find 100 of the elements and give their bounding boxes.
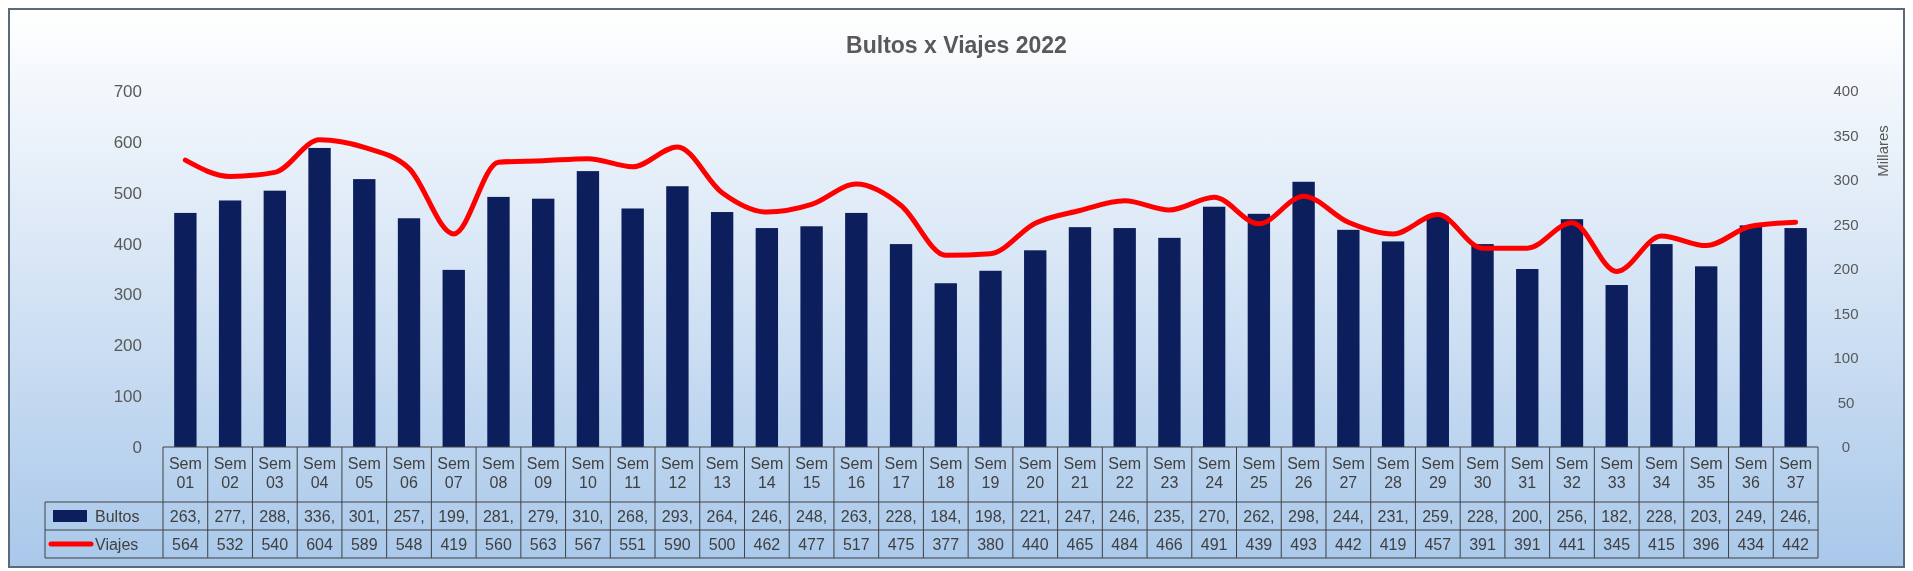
x-tick-label: Sem 26 <box>1287 455 1321 491</box>
data-label: 263, <box>840 507 872 525</box>
x-tick-label: Sem 21 <box>1063 455 1097 491</box>
data-label: 235, <box>1153 507 1185 525</box>
data-label: 462 <box>753 535 781 553</box>
data-label: 228, <box>1466 507 1499 525</box>
data-label: 259, <box>1422 507 1454 525</box>
data-label: 564 <box>172 535 199 553</box>
data-label: 270, <box>1198 507 1230 525</box>
data-label: 391 <box>1513 535 1541 553</box>
x-tick-label: Sem 09 <box>526 455 560 491</box>
data-label: 203, <box>1690 507 1722 525</box>
data-label: 256, <box>1556 507 1588 525</box>
x-tick-label: Sem 32 <box>1555 455 1589 491</box>
data-label: 517 <box>842 535 870 553</box>
data-label: 590 <box>664 535 691 553</box>
data-label: 249, <box>1735 507 1767 525</box>
data-label: 415 <box>1648 535 1675 553</box>
data-label: 548 <box>395 535 423 553</box>
data-label: 500 <box>708 535 736 553</box>
data-label: 298, <box>1288 507 1320 525</box>
data-label: 391 <box>1469 535 1496 553</box>
data-label: 184, <box>930 507 962 525</box>
x-tick-label: Sem 15 <box>795 455 829 491</box>
x-tick-label: Sem 20 <box>1018 455 1052 491</box>
data-label: 336, <box>303 507 336 525</box>
data-label: 231, <box>1377 507 1409 525</box>
x-tick-label: Sem 24 <box>1197 455 1231 491</box>
data-label: 268, <box>617 507 649 525</box>
x-tick-label: Sem 35 <box>1689 455 1723 491</box>
data-label: 465 <box>1066 535 1094 553</box>
data-label: 228, <box>1645 507 1678 525</box>
chart-title: Bultos x Viajes 2022 <box>846 32 1067 58</box>
y-tick-label: 500 <box>113 183 142 203</box>
data-label: 182, <box>1601 507 1633 525</box>
data-label: 200, <box>1511 507 1543 525</box>
data-label: 563 <box>529 535 557 553</box>
y2-tick-label: 0 <box>1841 438 1851 456</box>
data-label: 288, <box>259 507 291 525</box>
y-tick-label: 300 <box>113 285 142 305</box>
data-label: 262, <box>1243 507 1275 525</box>
data-label: 532 <box>216 535 244 553</box>
data-label: 263, <box>169 507 201 525</box>
data-label: 589 <box>350 535 378 553</box>
data-label: 345 <box>1603 535 1631 553</box>
data-label: 442 <box>1782 535 1810 553</box>
data-label: 244, <box>1332 507 1364 525</box>
data-label: 442 <box>1334 535 1362 553</box>
x-tick-label: Sem 18 <box>929 455 963 491</box>
data-label: 551 <box>619 535 647 553</box>
y-tick-label: 0 <box>132 437 142 457</box>
legend-label: Bultos <box>95 507 140 525</box>
y2-axis-title: Millares <box>1874 125 1891 177</box>
y-tick-label: 100 <box>113 387 142 407</box>
data-label: 281, <box>482 507 515 525</box>
data-label: 246, <box>1780 507 1812 525</box>
data-label: 246, <box>1109 507 1141 525</box>
data-label: 257, <box>393 507 425 525</box>
x-tick-label: Sem 30 <box>1466 455 1499 491</box>
data-label: 491 <box>1200 535 1228 553</box>
data-label: 377 <box>932 535 960 553</box>
y2-tick-label: 350 <box>1833 126 1859 144</box>
data-label: 380 <box>977 535 1004 553</box>
y2-tick-label: 100 <box>1833 349 1859 367</box>
data-label: 434 <box>1737 535 1765 553</box>
x-tick-label: Sem 25 <box>1242 455 1276 491</box>
x-tick-label: Sem 17 <box>884 455 918 491</box>
y2-tick-label: 50 <box>1837 393 1855 411</box>
data-label: 310, <box>572 507 604 525</box>
data-label: 540 <box>261 535 289 553</box>
data-label: 604 <box>306 535 333 553</box>
data-label: 198, <box>974 507 1007 525</box>
data-label: 477 <box>798 535 826 553</box>
y2-tick-label: 150 <box>1833 304 1859 322</box>
data-label: 419 <box>440 535 468 553</box>
x-tick-label: Sem 23 <box>1152 455 1186 491</box>
y2-tick-label: 400 <box>1833 82 1859 100</box>
x-tick-label: Sem 14 <box>750 455 784 491</box>
data-label: 439 <box>1245 535 1273 553</box>
x-tick-label: Sem 19 <box>974 455 1007 491</box>
x-tick-label: Sem 01 <box>168 455 202 491</box>
data-label: 484 <box>1111 535 1139 553</box>
x-tick-label: Sem 07 <box>437 455 471 491</box>
y2-tick-label: 250 <box>1833 215 1859 233</box>
y2-tick-label: 200 <box>1833 260 1859 278</box>
data-label: 248, <box>796 507 828 525</box>
legend-label: Viajes <box>95 535 139 553</box>
x-tick-label: Sem 37 <box>1779 455 1813 491</box>
y-tick-label: 400 <box>113 234 142 254</box>
x-tick-label: Sem 03 <box>258 455 292 491</box>
x-tick-label: Sem 34 <box>1644 455 1678 491</box>
data-label: 279, <box>527 507 559 525</box>
x-tick-label: Sem 16 <box>839 455 873 491</box>
y-tick-label: 600 <box>113 132 142 152</box>
x-tick-label: Sem 29 <box>1421 455 1455 491</box>
x-tick-label: Sem 02 <box>213 455 247 491</box>
data-label: 560 <box>485 535 512 553</box>
data-label: 457 <box>1424 535 1452 553</box>
x-tick-label: Sem 28 <box>1376 455 1410 491</box>
x-tick-label: Sem 12 <box>660 455 694 491</box>
